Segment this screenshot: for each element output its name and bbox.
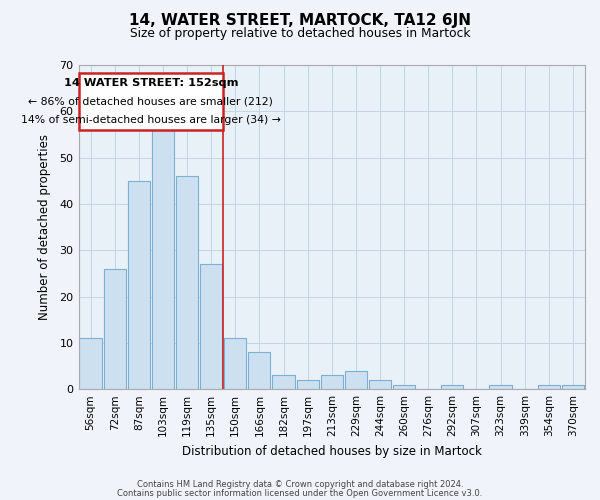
Bar xyxy=(248,352,271,389)
Text: Contains HM Land Registry data © Crown copyright and database right 2024.: Contains HM Land Registry data © Crown c… xyxy=(137,480,463,489)
Bar xyxy=(393,384,415,389)
Bar xyxy=(345,370,367,389)
Bar xyxy=(200,264,222,389)
Text: 14 WATER STREET: 152sqm: 14 WATER STREET: 152sqm xyxy=(64,78,238,88)
Bar xyxy=(538,384,560,389)
Text: 14, WATER STREET, MARTOCK, TA12 6JN: 14, WATER STREET, MARTOCK, TA12 6JN xyxy=(129,12,471,28)
Bar xyxy=(272,376,295,389)
Text: ← 86% of detached houses are smaller (212): ← 86% of detached houses are smaller (21… xyxy=(28,96,274,106)
Text: Contains public sector information licensed under the Open Government Licence v3: Contains public sector information licen… xyxy=(118,489,482,498)
Bar xyxy=(176,176,198,389)
X-axis label: Distribution of detached houses by size in Martock: Distribution of detached houses by size … xyxy=(182,444,482,458)
Bar xyxy=(296,380,319,389)
Bar xyxy=(441,384,463,389)
Text: 14% of semi-detached houses are larger (34) →: 14% of semi-detached houses are larger (… xyxy=(21,114,281,124)
Bar xyxy=(79,338,101,389)
Text: Size of property relative to detached houses in Martock: Size of property relative to detached ho… xyxy=(130,28,470,40)
Bar xyxy=(320,376,343,389)
FancyBboxPatch shape xyxy=(79,73,223,130)
Bar xyxy=(152,130,174,389)
Bar xyxy=(104,269,126,389)
Y-axis label: Number of detached properties: Number of detached properties xyxy=(38,134,51,320)
Bar xyxy=(128,181,150,389)
Bar xyxy=(490,384,512,389)
Bar xyxy=(562,384,584,389)
Bar xyxy=(224,338,247,389)
Bar xyxy=(369,380,391,389)
